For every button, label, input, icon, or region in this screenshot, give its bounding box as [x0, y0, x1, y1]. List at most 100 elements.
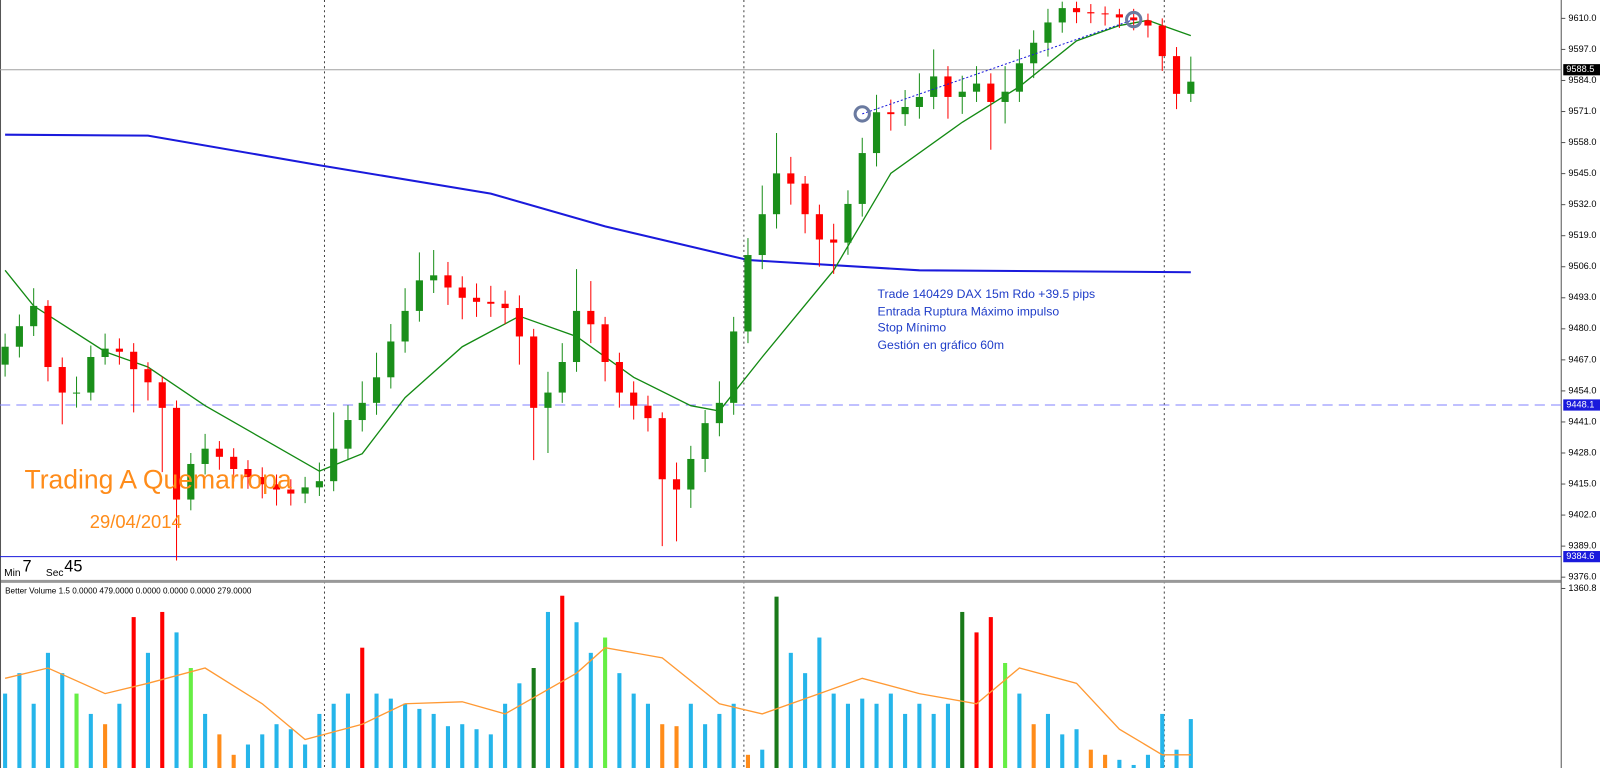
candle-body [958, 91, 966, 97]
price-level-box [1563, 399, 1600, 411]
volume-bar [845, 703, 850, 768]
y-tick-label: 9519.0 [1568, 230, 1596, 240]
volume-bar [931, 713, 936, 768]
volume-bar [131, 617, 136, 768]
volume-bar [403, 703, 408, 768]
volume-bar [1131, 764, 1136, 768]
volume-bar [188, 668, 193, 768]
candle-body [1058, 8, 1066, 23]
y-tick-label: 9376.0 [1568, 572, 1596, 582]
candle-body [515, 308, 523, 337]
y-tick-label: 9545.0 [1568, 168, 1596, 178]
timer-sec: 45 [64, 557, 82, 575]
volume-bar [345, 693, 350, 768]
candle-body [715, 402, 723, 424]
candle-body [315, 481, 323, 488]
volume-bar [217, 734, 222, 768]
candle-body [330, 448, 338, 482]
candle-body [444, 275, 452, 288]
price-level-label: 9384.6 [1566, 551, 1594, 561]
candle-body [258, 477, 266, 485]
candle-body [101, 348, 109, 357]
y-tick-label: 9597.0 [1568, 44, 1596, 54]
volume-bar [1060, 734, 1065, 768]
y-tick-label: 9584.0 [1568, 75, 1596, 85]
volume-bar [945, 703, 950, 768]
candle-body [487, 301, 495, 304]
annotation: Stop Mínimo [878, 321, 947, 335]
price-level-box [1563, 64, 1600, 76]
candle-body [30, 305, 38, 327]
candle-body [830, 239, 838, 243]
y-tick-label: 9454.0 [1568, 385, 1596, 395]
volume-bar [103, 724, 108, 768]
volume-bar [74, 693, 79, 768]
candle-body [658, 418, 666, 480]
candle-body [844, 203, 852, 243]
annotation: Gestión en gráfico 60m [878, 338, 1005, 352]
candle-body [1015, 63, 1023, 92]
volume-bar [574, 622, 579, 768]
volume-bar [717, 713, 722, 768]
candle-body [87, 356, 95, 393]
candle-body [630, 392, 638, 406]
volume-bar [1031, 724, 1036, 768]
volume-bar [445, 726, 450, 768]
candle-body [72, 392, 81, 394]
candle-body [215, 448, 223, 457]
candle-body [272, 484, 281, 490]
volume-bar [731, 703, 736, 768]
volume-bar [860, 698, 865, 768]
candle-body [558, 362, 566, 393]
candle-body [987, 83, 995, 102]
y-tick-label: 9441.0 [1568, 416, 1596, 426]
volume-bar [703, 724, 708, 768]
y-tick-label: 9532.0 [1568, 199, 1596, 209]
y-tick-label: 9506.0 [1568, 261, 1596, 271]
annotation: Trade 140429 DAX 15m Rdo +39.5 pips [878, 287, 1096, 301]
candle-body [187, 463, 195, 500]
candle-body [687, 458, 695, 490]
timer-min-label: Min [4, 568, 20, 579]
volume-bar [503, 703, 508, 768]
y-tick-label: 9571.0 [1568, 106, 1596, 116]
candle-body [130, 351, 138, 370]
volume-bar [1017, 693, 1022, 768]
volume-bar [617, 673, 622, 768]
volume-bar [1174, 749, 1179, 768]
candle-body [730, 331, 738, 403]
candle-body [458, 287, 466, 298]
y-tick-label: 9428.0 [1568, 447, 1596, 457]
candle-body [601, 324, 609, 363]
volume-bar [1074, 729, 1079, 768]
volume-bar [274, 724, 279, 768]
volume-bar [660, 724, 665, 768]
candle-body [1, 346, 9, 365]
volume-bar [1088, 749, 1093, 768]
candle-body [115, 348, 123, 352]
candle-body [301, 487, 309, 494]
candle-body [372, 377, 381, 403]
candle-body [1030, 42, 1038, 64]
volume-bar [388, 698, 393, 768]
volume-bar [1145, 754, 1150, 768]
candle-body [1044, 22, 1052, 43]
candle-body [530, 336, 538, 408]
volume-bar [31, 703, 36, 768]
candle-body [1144, 20, 1152, 26]
candle-body [1187, 81, 1195, 94]
volume-bar [1117, 759, 1122, 768]
candle-body [44, 305, 52, 368]
candle-body [472, 297, 481, 302]
volume-bar [1103, 754, 1108, 768]
volume-bar [60, 673, 65, 768]
candle-body [701, 423, 709, 459]
candle-body [1130, 17, 1138, 21]
annotation: Entrada Ruptura Máximo impulso [878, 304, 1060, 318]
volume-bar [688, 703, 693, 768]
candle-body [872, 112, 881, 154]
